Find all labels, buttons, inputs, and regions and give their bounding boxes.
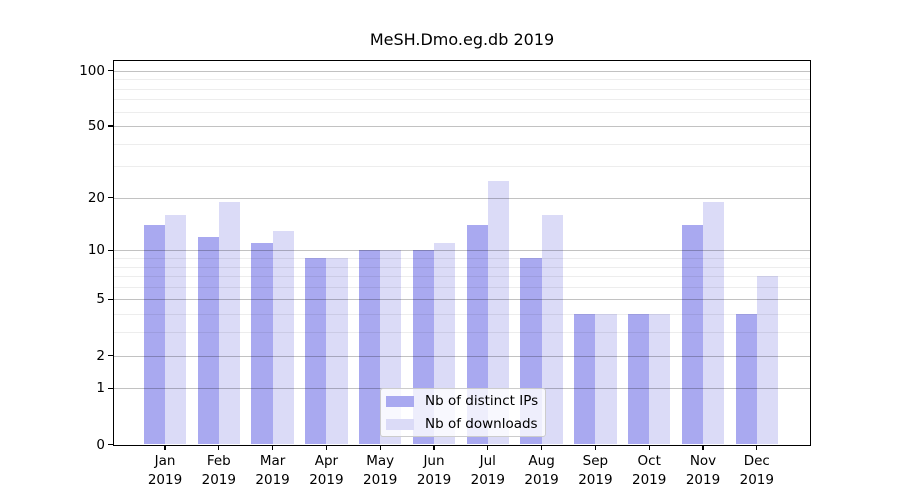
x-tick-mark-oct (648, 444, 650, 450)
legend-label-downloads: Nb of downloads (425, 416, 538, 432)
x-tick-label-sep: Sep 2019 (578, 452, 613, 488)
x-tick-mark-apr (325, 444, 327, 450)
x-tick-label-may: May 2019 (363, 452, 398, 488)
bar-downloads-nov (703, 201, 725, 445)
x-tick-label-feb: Feb 2019 (201, 452, 236, 488)
x-tick-mark-jun (433, 444, 435, 450)
bar-ips-may (358, 250, 381, 445)
bar-ips-sep (574, 314, 596, 445)
bar-downloads-apr (326, 257, 348, 445)
x-tick-mark-aug (541, 444, 543, 450)
x-tick-mark-feb (218, 444, 220, 450)
y-tick-mark-1 (108, 387, 113, 389)
x-tick-label-oct: Oct 2019 (632, 452, 667, 488)
x-tick-mark-sep (594, 444, 596, 450)
x-tick-label-dec: Dec 2019 (739, 452, 774, 488)
bar-ips-mar (251, 243, 273, 445)
bar-downloads-feb (218, 201, 241, 445)
y-tick-label-20: 20 (87, 189, 105, 206)
x-tick-label-jun: Jun 2019 (416, 452, 452, 488)
x-tick-mark-may (379, 444, 381, 450)
y-tick-mark-100 (108, 70, 113, 72)
y-tick-label-1: 1 (96, 380, 105, 397)
bar-downloads-sep (595, 314, 617, 445)
y-tick-mark-20 (108, 197, 113, 199)
x-tick-mark-nov (702, 444, 704, 450)
y-tick-mark-5 (108, 298, 113, 300)
bar-downloads-aug (541, 215, 563, 445)
bar-downloads-jul (487, 180, 510, 445)
bar-ips-apr (305, 257, 327, 445)
x-tick-mark-jul (487, 444, 489, 450)
x-tick-label-aug: Aug 2019 (524, 452, 559, 488)
x-tick-mark-jan (164, 444, 166, 450)
y-tick-mark-50 (108, 125, 113, 127)
bar-downloads-dec (756, 276, 779, 445)
y-tick-label-50: 50 (87, 118, 105, 134)
legend-row-ips: Nb of distinct IPs (386, 393, 545, 409)
bar-downloads-oct (649, 314, 671, 445)
x-tick-mark-mar (272, 444, 274, 450)
y-tick-mark-0 (108, 443, 113, 446)
plot-frame (113, 60, 811, 446)
bar-ips-jan (143, 225, 165, 445)
bar-downloads-mar (272, 230, 294, 445)
x-tick-label-nov: Nov 2019 (685, 452, 721, 488)
x-tick-label-apr: Apr 2019 (309, 452, 344, 488)
bar-ips-dec (735, 314, 757, 445)
y-tick-label-5: 5 (96, 291, 105, 308)
legend-swatch-downloads (386, 418, 414, 430)
y-tick-label-10: 10 (87, 242, 105, 259)
legend-label-ips: Nb of distinct IPs (425, 393, 539, 409)
y-tick-label-100: 100 (79, 62, 105, 79)
legend-swatch-ips (386, 395, 414, 407)
bar-ips-nov (681, 225, 703, 445)
bar-downloads-jan (165, 215, 187, 445)
y-tick-mark-2 (108, 354, 113, 357)
legend-row-downloads: Nb of downloads (386, 416, 545, 432)
x-tick-label-jul: Jul 2019 (470, 452, 505, 488)
y-tick-label-0: 0 (96, 436, 105, 453)
x-tick-label-jan: Jan 2019 (147, 452, 183, 488)
legend: Nb of distinct IPs Nb of downloads (380, 388, 546, 437)
y-tick-label-2: 2 (96, 347, 105, 364)
y-tick-mark-10 (108, 249, 113, 251)
x-tick-label-mar: Mar 2019 (255, 452, 290, 488)
bar-ips-oct (627, 314, 650, 445)
x-tick-mark-dec (756, 444, 758, 450)
chart-title: MeSH.Dmo.eg.db 2019 (369, 30, 555, 49)
bar-ips-feb (197, 236, 219, 445)
